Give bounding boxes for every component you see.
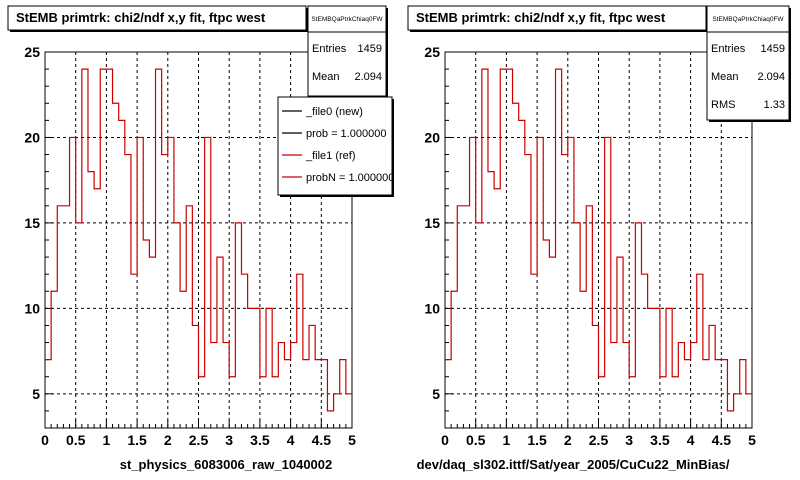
y-tick-label: 15 — [24, 215, 40, 231]
x-tick-label: 5 — [348, 432, 356, 448]
histogram-series-line — [445, 68, 752, 412]
x-tick-label: 4 — [687, 432, 695, 448]
stats-label: Entries — [711, 43, 746, 55]
y-tick-label: 20 — [424, 129, 440, 145]
x-tick-label: 1.5 — [527, 432, 547, 448]
stats-value: 2.094 — [354, 71, 382, 83]
x-tick-label: 2.5 — [189, 432, 209, 448]
y-tick-label: 15 — [424, 215, 440, 231]
title-box — [7, 5, 307, 31]
stats-box-title: StEMBQaPtrkChiaq0FW — [311, 16, 383, 23]
x-tick-label: 1.5 — [127, 432, 147, 448]
title-box — [407, 5, 707, 31]
stats-box-title: StEMBQaPtrkChiaq0FW — [712, 16, 784, 23]
histogram-series-line — [45, 68, 352, 412]
y-tick-label: 5 — [32, 386, 40, 402]
stats-label: Entries — [312, 43, 347, 55]
x-tick-label: 4.5 — [712, 432, 732, 448]
x-tick-label: 4 — [287, 432, 295, 448]
y-tick-label: 10 — [24, 300, 40, 316]
y-tick-label: 25 — [24, 44, 40, 60]
legend-label: _file1 (ref) — [305, 150, 356, 162]
y-tick-label: 25 — [424, 44, 440, 60]
legend-label: prob = 1.000000 — [306, 128, 386, 140]
legend-label: _file0 (new) — [305, 106, 363, 118]
stats-label: Mean — [711, 71, 739, 83]
x-tick-label: 0.5 — [466, 432, 486, 448]
x-tick-label: 3.5 — [250, 432, 270, 448]
x-tick-label: 2 — [564, 432, 572, 448]
stats-box — [706, 5, 790, 121]
y-tick-label: 5 — [432, 386, 440, 402]
x-tick-label: 0 — [441, 432, 449, 448]
x-axis-label: dev/daq_sl302.ittf/Sat/year_2005/CuCu22_… — [417, 457, 730, 472]
x-tick-label: 3 — [625, 432, 633, 448]
x-tick-label: 3 — [225, 432, 233, 448]
stats-value: 2.094 — [757, 71, 785, 83]
x-tick-label: 4.5 — [312, 432, 332, 448]
x-axis-label: st_physics_6083006_raw_1040002 — [120, 457, 333, 472]
x-tick-label: 3.5 — [650, 432, 670, 448]
y-tick-label: 20 — [24, 129, 40, 145]
stats-label: RMS — [711, 99, 735, 111]
stats-value: 1.33 — [764, 99, 785, 111]
x-tick-label: 0.5 — [66, 432, 86, 448]
x-tick-label: 0 — [41, 432, 49, 448]
legend-box — [277, 96, 393, 196]
right-histogram-panel: 0 0.5 1 1.5 2 2.5 3 3.5 4 4.5 5 5 10 15 20 25 dev/daq_sl… — [407, 5, 791, 472]
stats-box — [307, 5, 387, 97]
chart-title: StEMB primtrk: chi2/ndf x,y fit, ftpc we… — [16, 10, 266, 25]
x-tick-label: 1 — [103, 432, 111, 448]
legend-label: probN = 1.000000 — [306, 172, 394, 184]
stats-value: 1459 — [761, 43, 785, 55]
x-tick-label: 2.5 — [589, 432, 609, 448]
chart-title: StEMB primtrk: chi2/ndf x,y fit, ftpc we… — [416, 10, 666, 25]
stats-value: 1459 — [358, 43, 382, 55]
x-tick-label: 2 — [164, 432, 172, 448]
x-tick-label: 5 — [748, 432, 756, 448]
stats-label: Mean — [312, 71, 340, 83]
left-histogram-panel: 0 0.5 1 1.5 2 2.5 3 3.5 4 4.5 5 5 10 15 20 25 st_physics… — [7, 5, 394, 472]
y-tick-label: 10 — [424, 300, 440, 316]
x-tick-label: 1 — [503, 432, 511, 448]
